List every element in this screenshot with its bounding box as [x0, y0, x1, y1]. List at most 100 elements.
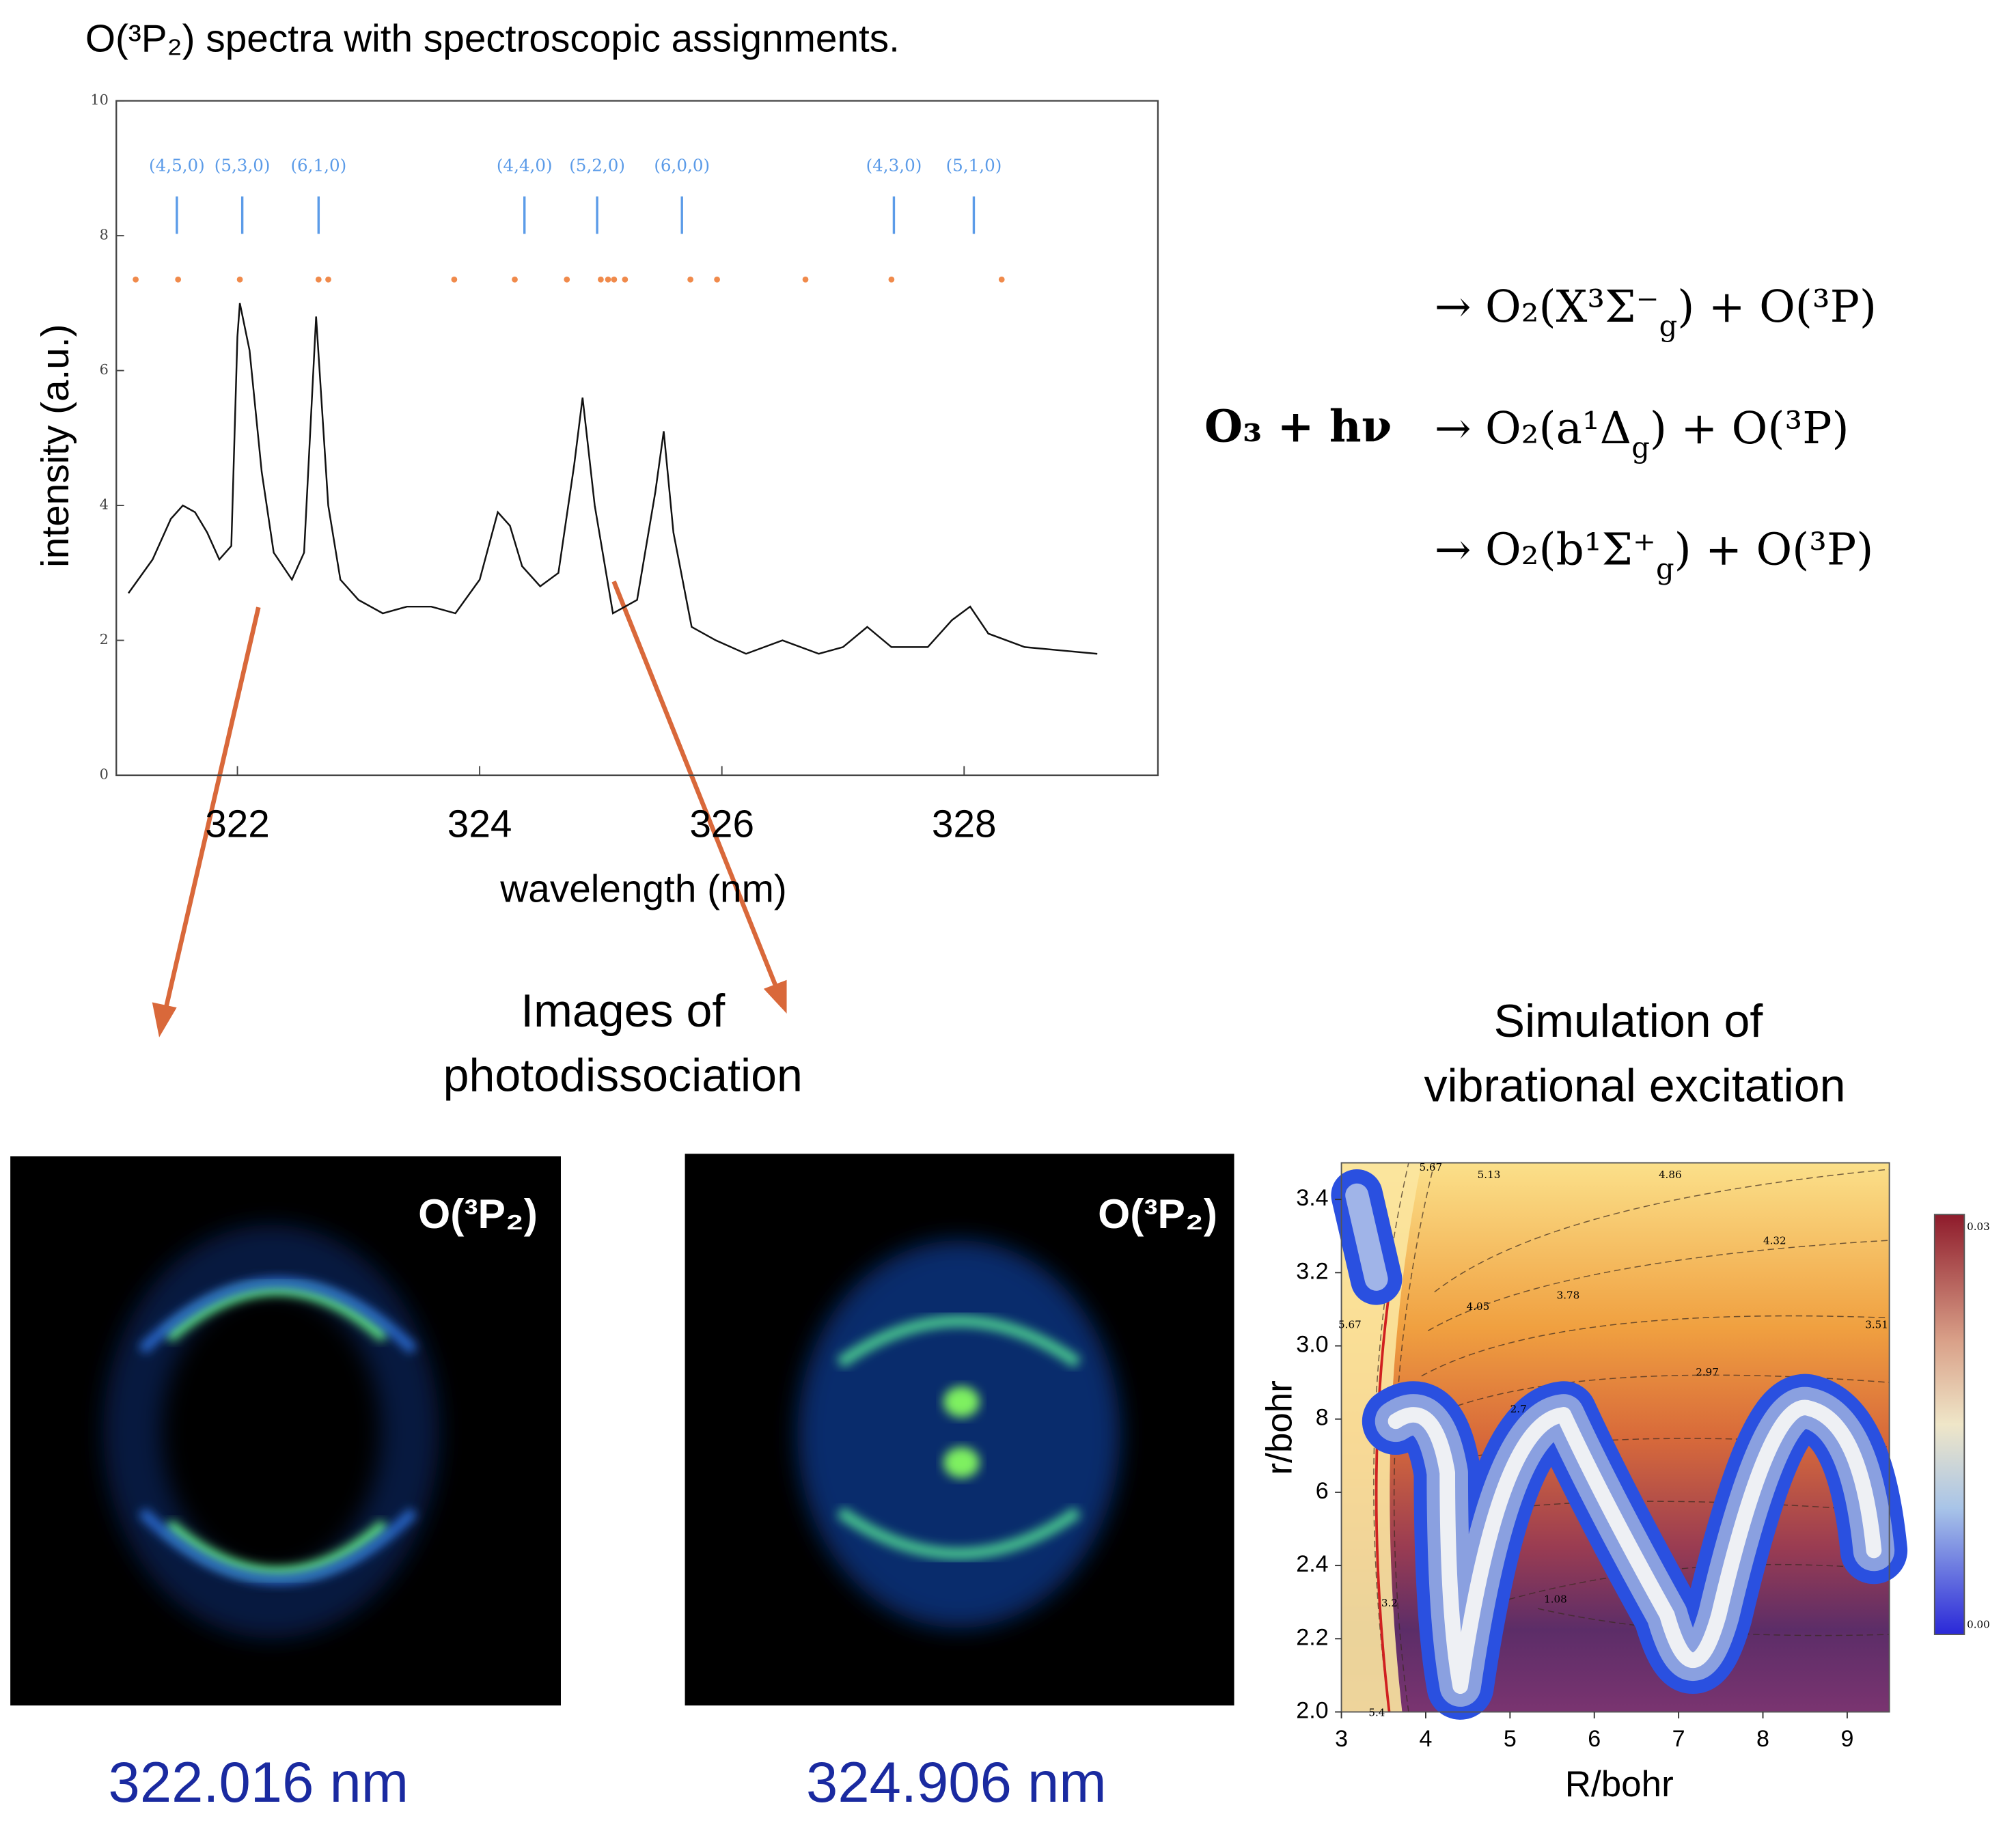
dot: [611, 276, 618, 283]
title: O(³P₂) spectra with spectroscopic assign…: [85, 18, 900, 61]
dot: [998, 276, 1005, 283]
y-tick-label: 0: [100, 766, 109, 783]
y-tick-label: 3.4: [1296, 1185, 1328, 1211]
simulation-title: vibrational excitation: [1424, 1060, 1845, 1112]
spectrum-line: [128, 303, 1098, 655]
dot: [325, 276, 331, 283]
dot: [133, 276, 139, 283]
x-tick-label: 322: [205, 803, 270, 846]
simulation-axes: 3 4 5 6 7 8 9 2.0 2.2 2.4 6 8 3.0 3.2 3.4 R/bohr r/bohr 5…: [1260, 1161, 1888, 1804]
product-part: → O₂(b¹Σ⁺: [1435, 524, 1656, 575]
assignment-label: (5,3,0): [215, 156, 271, 176]
assignment-label: (5,2,0): [569, 156, 625, 176]
product-part: g: [1656, 552, 1674, 585]
product: → O₂(b¹Σ⁺g) + O(³P): [1435, 524, 1874, 585]
image-caption: 322.016 nm: [109, 1751, 409, 1814]
product-part: g: [1659, 309, 1678, 342]
dot: [598, 276, 604, 283]
contour-label: 3.51: [1865, 1319, 1888, 1331]
dot: [512, 276, 518, 283]
y-tick-label: 8: [1316, 1405, 1329, 1431]
dot: [802, 276, 809, 283]
y-tick-label: 3.0: [1296, 1332, 1328, 1358]
assignment-label: (5,1,0): [946, 156, 1002, 176]
x-tick-label: 4: [1419, 1726, 1432, 1752]
y-axis-label: r/bohr: [1260, 1380, 1300, 1475]
image-caption: 324.906 nm: [806, 1751, 1107, 1814]
assignment-label: (6,1,0): [290, 156, 346, 176]
x-tick-label: 326: [689, 803, 754, 846]
product-part: g: [1631, 430, 1650, 464]
images-heading: photodissociation: [443, 1050, 803, 1102]
contour-label: 4.32: [1763, 1234, 1786, 1246]
contour-label: 3.2: [1381, 1597, 1398, 1609]
contour-label: 4.86: [1659, 1169, 1682, 1181]
product: → O₂(a¹Δg) + O(³P): [1435, 402, 1849, 463]
image-panel: [685, 1154, 1234, 1706]
contour-label: 5.4: [1368, 1707, 1385, 1719]
contour-label: 5.67: [1420, 1161, 1443, 1173]
spectrum-chart: 0 2 4 6 8 10 322 324 326 328 wavelength (nm) intens…: [34, 92, 1159, 910]
y-axis-label: intensity (a.u.): [34, 324, 77, 567]
contour-label: 5.13: [1478, 1169, 1501, 1181]
image-panel: [10, 1156, 561, 1706]
product: → O₂(X³Σ⁻g) + O(³P): [1435, 281, 1877, 342]
assignment-label: (4,5,0): [149, 156, 205, 176]
dot: [622, 276, 629, 283]
contour-label: 5.67: [1338, 1319, 1362, 1331]
x-tick-label: 6: [1588, 1726, 1601, 1752]
product-part: ) + O(³P): [1650, 402, 1849, 454]
products: → O₂(X³Σ⁻g) + O(³P)→ O₂(a¹Δg) + O(³P)→ O…: [1435, 281, 1877, 585]
y-tick-label: 4: [100, 497, 109, 513]
dot: [175, 276, 182, 283]
x-tick-label: 324: [447, 803, 512, 846]
y-tick-label: 2.4: [1296, 1551, 1328, 1577]
x-axis-label: R/bohr: [1565, 1764, 1674, 1804]
contour-label: 2.7: [1510, 1403, 1527, 1415]
dot: [236, 276, 243, 283]
x-axis-label: wavelength (nm): [499, 867, 787, 910]
plot-frame: [115, 100, 1159, 777]
simulation-title: Simulation of: [1494, 995, 1764, 1047]
dot: [714, 276, 720, 283]
image-label: O(³P₂): [418, 1190, 538, 1237]
y-tick-label: 6: [100, 361, 109, 378]
contour-label: 4.05: [1467, 1300, 1490, 1313]
x-tick-label: 9: [1840, 1726, 1853, 1752]
assignment-label: (4,4,0): [497, 156, 553, 176]
contour-plot: [1331, 1162, 1965, 1720]
image-label: O(³P₂): [1098, 1190, 1217, 1237]
x-tick-label: 5: [1504, 1726, 1517, 1752]
arrows: [152, 581, 787, 1037]
x-tick-label: 8: [1756, 1726, 1769, 1752]
y-tick-label: 3.2: [1296, 1258, 1328, 1284]
colorbar-label: 0.00: [1967, 1619, 1990, 1631]
product-part: ) + O(³P): [1677, 281, 1877, 333]
reactant: O₃ + hν: [1204, 401, 1392, 452]
contour-label: 2.97: [1696, 1366, 1719, 1378]
product-part: → O₂(X³Σ⁻: [1435, 281, 1659, 333]
product-part: → O₂(a¹Δ: [1435, 402, 1631, 454]
dot: [315, 276, 322, 283]
contour-label: 1.08: [1544, 1593, 1567, 1606]
contour-label: 3.78: [1557, 1290, 1580, 1302]
y-tick-label: 2.0: [1296, 1697, 1328, 1723]
y-tick-label: 8: [100, 227, 109, 243]
y-tick-label: 2: [100, 631, 109, 647]
dot: [888, 276, 895, 283]
colorbar-label: 0.03: [1967, 1221, 1990, 1233]
x-tick-label: 3: [1335, 1726, 1348, 1752]
y-tick-label: 2.2: [1296, 1624, 1328, 1650]
dot: [451, 276, 458, 283]
dot: [564, 276, 570, 283]
dot: [605, 276, 611, 283]
dot: [687, 276, 693, 283]
product-part: ) + O(³P): [1674, 524, 1874, 575]
images-heading: Images of: [521, 985, 726, 1037]
assignment-label: (6,0,0): [654, 156, 710, 176]
y-tick-label: 6: [1316, 1478, 1329, 1504]
assignment-label: (4,3,0): [866, 156, 922, 176]
y-tick-label: 10: [90, 92, 108, 108]
x-tick-label: 7: [1672, 1726, 1685, 1752]
